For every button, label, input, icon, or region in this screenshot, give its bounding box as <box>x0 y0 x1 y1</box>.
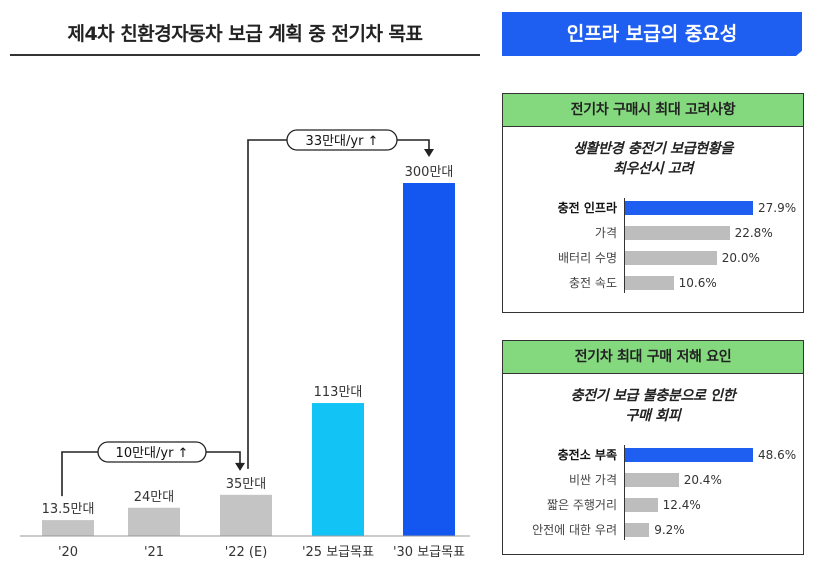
hbar-value-label: 9.2% <box>654 523 685 537</box>
hbar-value-label: 20.4% <box>683 473 722 487</box>
panel-subtitle-line1: 생활반경 충전기 보급현황을 <box>572 141 734 157</box>
hbar <box>625 523 650 537</box>
hbar-category-label: 가격 <box>594 226 617 240</box>
growth-annotation-2: 33만대/yr ↑ <box>306 134 379 149</box>
hbar <box>625 473 679 487</box>
hbar-value-label: 48.6% <box>758 448 797 462</box>
hbar-category-label: 안전에 대한 우려 <box>532 523 617 537</box>
bar-3 <box>312 403 364 536</box>
bar-data-label: 35만대 <box>226 477 266 492</box>
hbar-axis-line <box>624 198 625 293</box>
hbar <box>625 498 658 512</box>
hbar-row: 충전소 부족 48.6% <box>503 445 803 465</box>
hbar-category-label: 충전 속도 <box>569 276 617 290</box>
bar-2 <box>220 494 272 536</box>
left-chart-title: 제4차 친환경자동차 보급 계획 중 전기차 목표 <box>10 14 480 56</box>
growth-arrow-1-head <box>235 462 245 471</box>
hbar-axis-line <box>624 445 625 540</box>
bar-data-label: 13.5만대 <box>42 502 95 517</box>
hbar-row: 가격 22.8% <box>503 223 803 243</box>
x-tick-label: '22 (E) <box>225 545 268 560</box>
panel-title: 전기차 최대 구매 저해 요인 <box>503 341 803 374</box>
hbar <box>625 276 674 290</box>
hbar-value-label: 22.8% <box>734 226 773 240</box>
bar-4 <box>403 183 455 536</box>
right-section-banner: 인프라 보급의 중요성 <box>502 12 802 56</box>
hbar-category-label: 배터리 수명 <box>557 251 617 265</box>
hbar-category-label: 충전소 부족 <box>557 448 617 462</box>
hbar-row: 짧은 주행거리 12.4% <box>503 495 803 515</box>
hbar-value-label: 10.6% <box>678 276 717 290</box>
hbar-value-label: 12.4% <box>662 498 701 512</box>
bar-1 <box>128 507 180 536</box>
hbar-row: 안전에 대한 우려 9.2% <box>503 520 803 540</box>
hbar <box>625 448 753 462</box>
panel-subtitle-line2: 최우선시 고려 <box>612 161 694 177</box>
hbar-value-label: 27.9% <box>758 201 797 215</box>
bar-data-label: 24만대 <box>134 490 174 505</box>
growth-arrow-2-head <box>424 149 434 157</box>
bar-data-label: 300만대 <box>405 165 454 180</box>
panel-purchase-considerations: 전기차 구매시 최대 고려사항 생활반경 충전기 보급현황을 최우선시 고려 충… <box>502 93 804 313</box>
hbar-category-label: 비싼 가격 <box>569 473 617 487</box>
hbar-category-label: 짧은 주행거리 <box>546 498 617 512</box>
ev-target-bar-chart: 13.5만대 '20 24만대 '21 35만대 '22 (E) 113만대 '25 보급목표… <box>20 129 470 560</box>
x-tick-label: '21 <box>144 545 164 560</box>
x-tick-label: '20 <box>58 545 78 560</box>
growth-annotation-2-pill <box>286 129 398 151</box>
hbar-row: 비싼 가격 20.4% <box>503 470 803 490</box>
panel-purchase-barriers: 전기차 최대 구매 저해 요인 충전기 보급 불충분으로 인한 구매 회피 충전… <box>502 340 804 555</box>
hbar-category-label: 충전 인프라 <box>557 201 617 215</box>
panel-subtitle-line2: 구매 회피 <box>625 408 681 424</box>
hbar-row: 충전 속도 10.6% <box>503 273 803 293</box>
x-tick-label: '25 보급목표 <box>302 545 374 560</box>
hbar <box>625 226 730 240</box>
growth-annotation-1: 10만대/yr ↑ <box>116 446 189 461</box>
bar-data-label: 113만대 <box>314 385 363 400</box>
hbar-value-label: 20.0% <box>721 251 760 265</box>
x-tick-label: '30 보급목표 <box>393 545 465 560</box>
panel-title: 전기차 구매시 최대 고려사항 <box>503 94 803 127</box>
bar-0 <box>42 520 94 536</box>
hbar-row: 배터리 수명 20.0% <box>503 248 803 268</box>
panel-subtitle-line1: 충전기 보급 불충분으로 인한 <box>570 388 736 404</box>
growth-annotation-1-pill <box>97 441 207 463</box>
hbar <box>625 251 717 265</box>
hbar-row: 충전 인프라 27.9% <box>503 198 803 218</box>
hbar <box>625 201 753 215</box>
